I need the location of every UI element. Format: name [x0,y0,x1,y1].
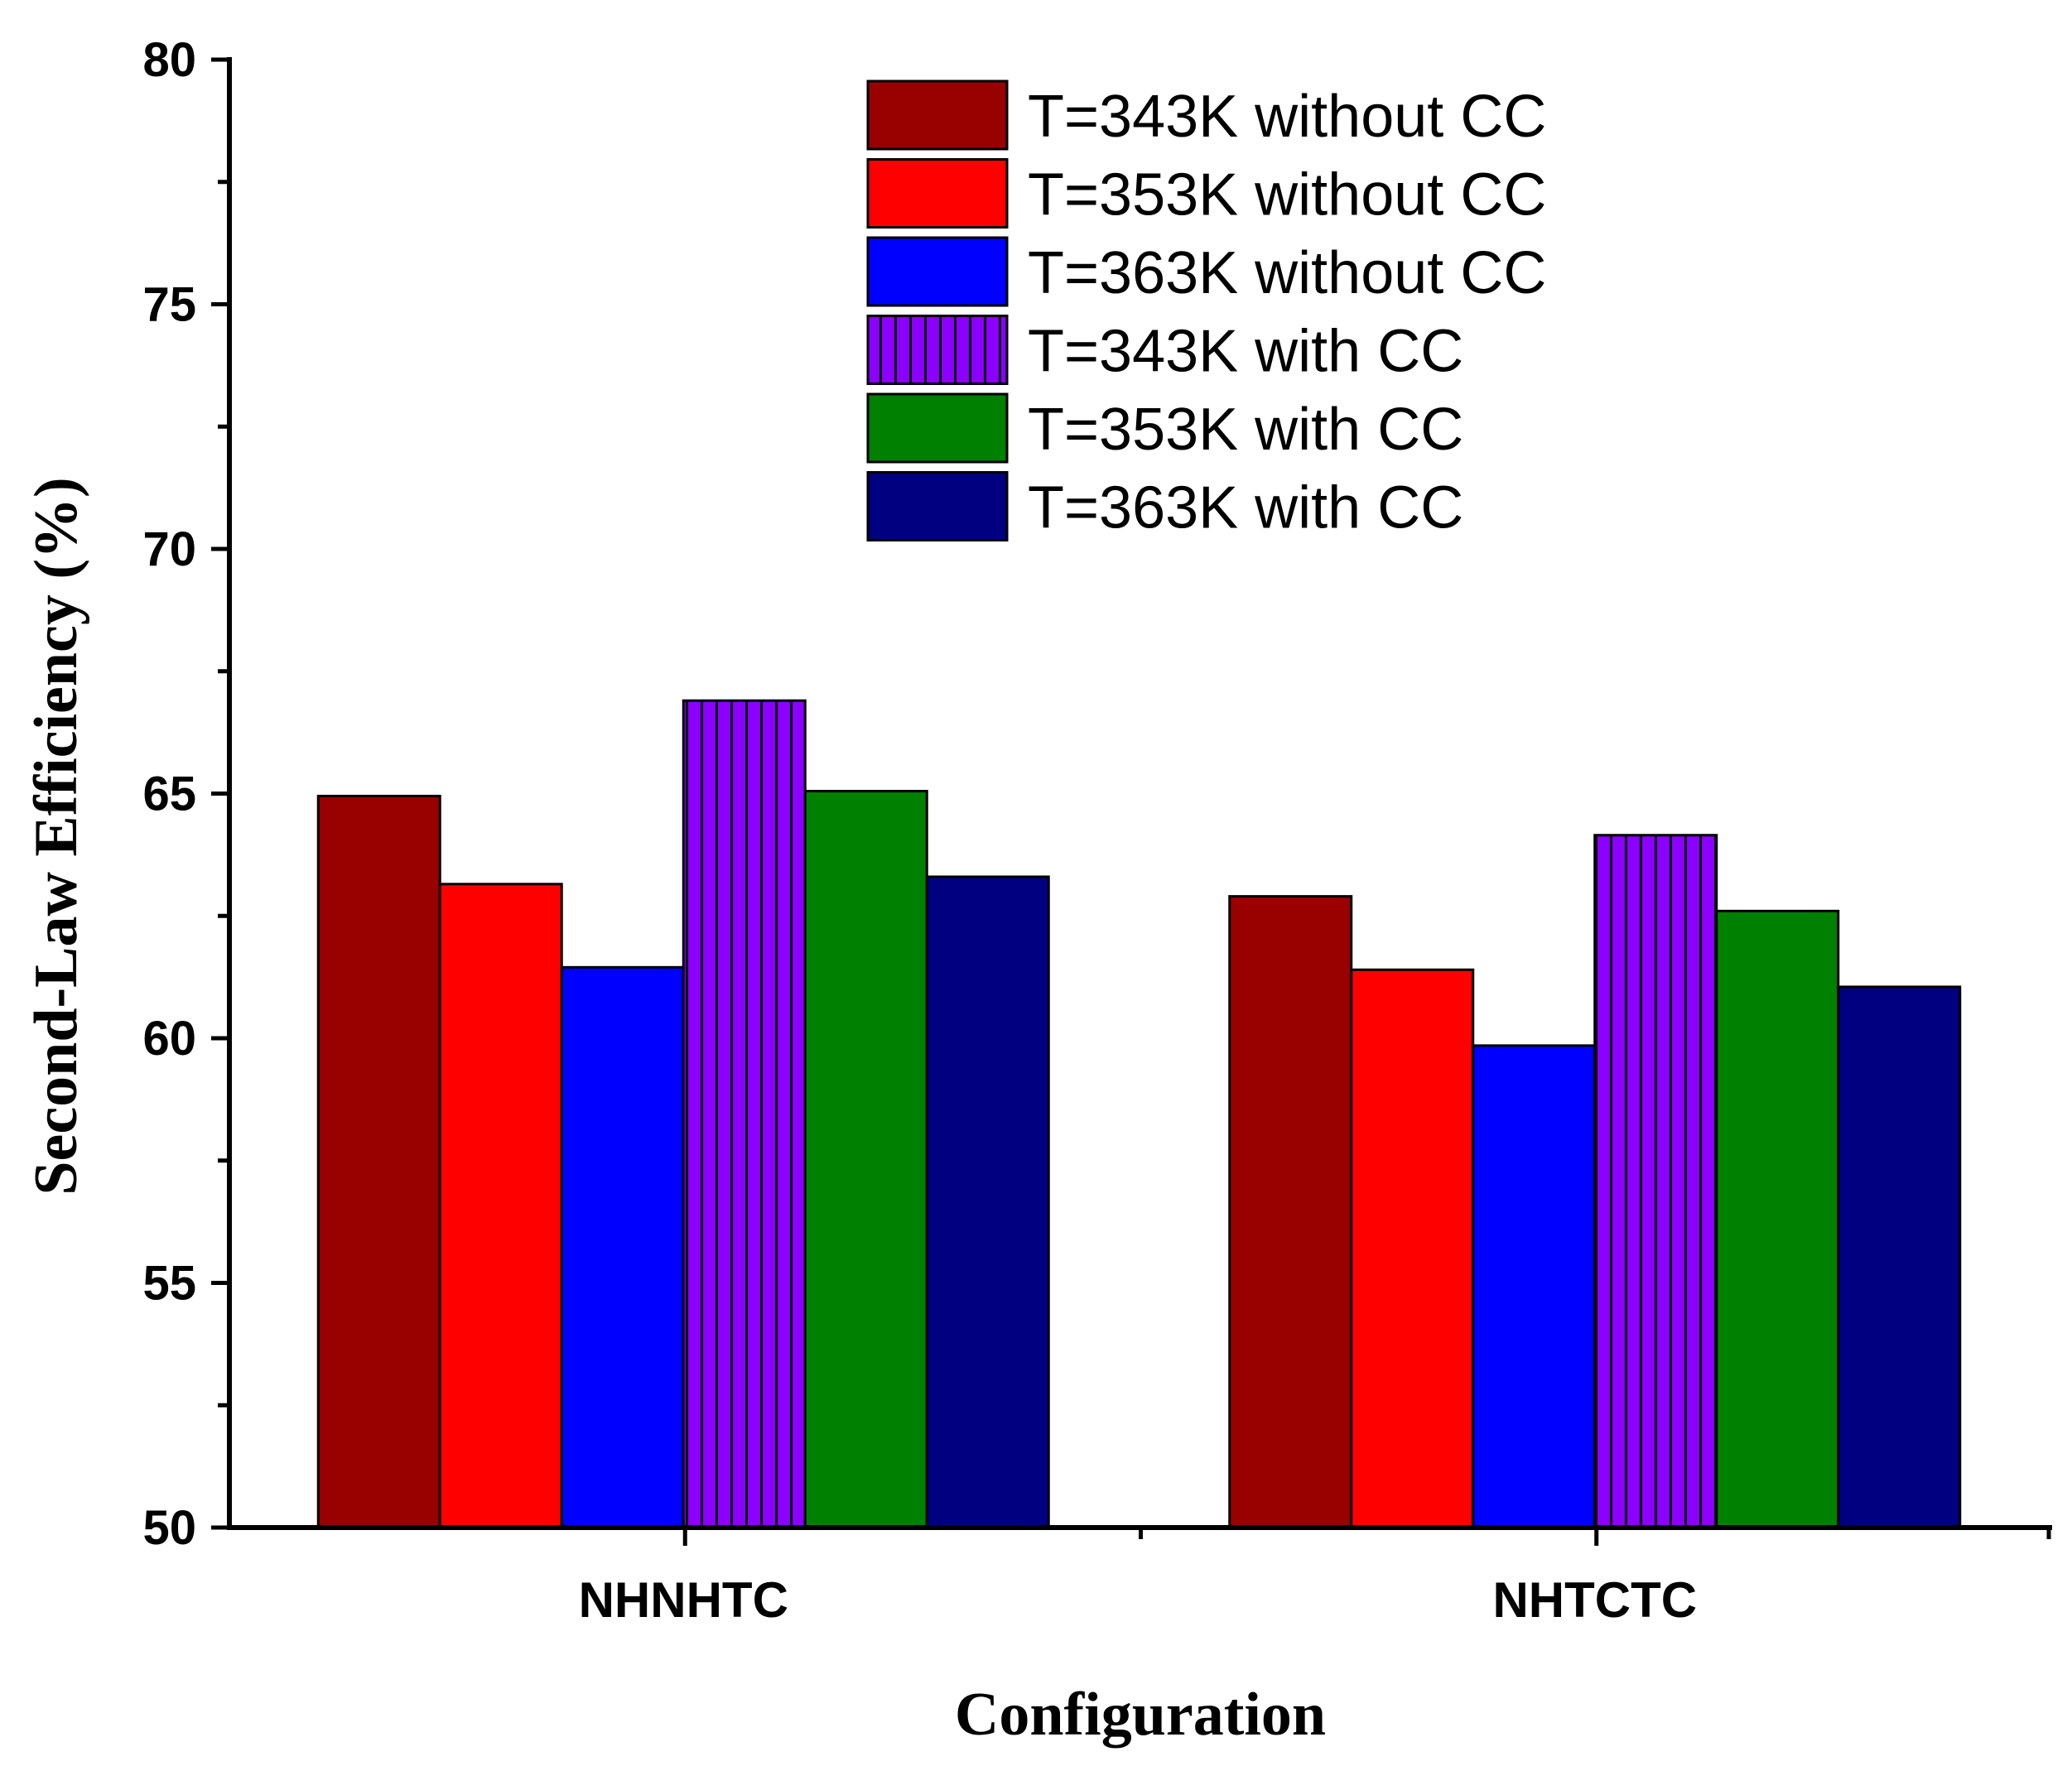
y-tick-label: 55 [142,1257,196,1311]
legend-swatch [866,236,1009,307]
bar [682,699,807,1529]
bar [1472,1044,1597,1529]
legend-label: T=363K without CC [1028,240,1546,306]
legend-label: T=363K with CC [1028,475,1463,541]
x-tick-label: NHTCTC [1492,1572,1697,1628]
y-tick-label: 65 [142,768,196,821]
bar [316,794,441,1529]
legend-swatch [866,158,1009,229]
legend-label: T=343K without CC [1028,84,1546,150]
x-tick-label: NHNHTC [579,1572,788,1628]
bar [1228,895,1353,1529]
legend-label: T=353K with CC [1028,397,1463,463]
y-tick-label: 60 [142,1012,196,1066]
x-axis-title: Configuration [955,1681,1326,1749]
bar [925,875,1050,1529]
y-ticks-group: 50 55 60 65 70 75 80 [142,33,229,1555]
bar [1593,834,1718,1529]
bar [560,965,685,1529]
y-tick-label: 70 [142,522,196,576]
legend-swatch [866,471,1009,541]
y-tick-label: 80 [142,33,196,87]
y-tick-label: 50 [142,1501,196,1555]
legend-swatch [866,315,1009,385]
legend: T=343K without CC T=353K without CC T=363K… [866,79,1546,541]
bar [1837,985,1962,1529]
x-ticks-group: NHNHTC NHTCTC [579,1528,2051,1628]
legend-swatch [866,392,1009,464]
legend-label: T=353K without CC [1028,162,1546,229]
y-tick-label: 75 [142,278,196,332]
legend-label: T=343K with CC [1028,319,1463,385]
legend-swatch [866,79,1009,151]
bar [438,883,563,1529]
bar [1715,909,1840,1529]
bar [1350,968,1475,1529]
bar [803,790,928,1529]
bars-group [316,699,1962,1529]
y-axis-title: Second-Law Efficiency (%) [22,477,90,1195]
